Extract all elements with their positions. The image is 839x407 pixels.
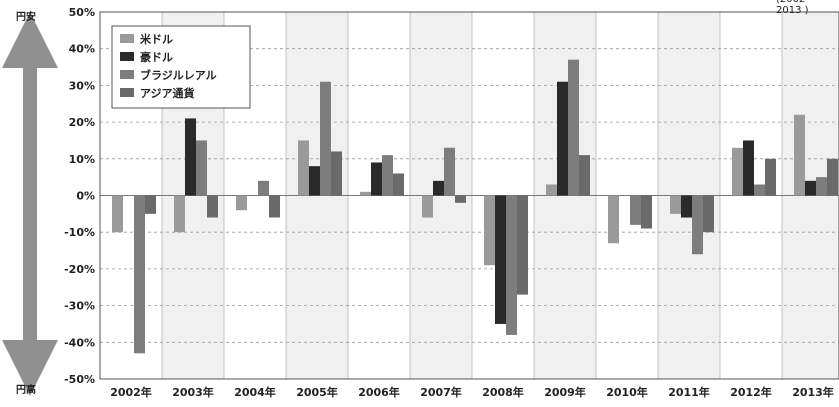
y-tick-label: 40% (69, 43, 95, 56)
bar-3 (816, 177, 827, 196)
bar-2 (185, 118, 196, 196)
x-tick-label: 2003年 (172, 385, 214, 399)
top-right-note: (2002 ~ 2013 ) (776, 0, 817, 16)
bar-3 (506, 195, 517, 335)
bar-3 (754, 184, 765, 196)
x-tick-label: 2010年 (606, 385, 648, 399)
bar-3 (258, 180, 269, 196)
x-tick-label: 2002年 (110, 385, 152, 399)
legend-swatch (120, 88, 134, 97)
x-tick-label: 2009年 (544, 385, 586, 399)
bar-2 (743, 140, 754, 196)
bar-2 (681, 195, 692, 218)
yen-strong-label: 円高 (16, 385, 36, 396)
bar-3 (382, 155, 393, 196)
y-tick-label: -40% (64, 336, 95, 349)
legend-swatch (120, 34, 134, 43)
legend-label: ブラジルレアル (140, 68, 217, 82)
bar-3 (444, 147, 455, 196)
bar-3 (320, 81, 331, 196)
legend-box (111, 25, 251, 109)
x-tick-label: 2007年 (420, 385, 462, 399)
x-tick-label: 2006年 (358, 385, 400, 399)
bar-1 (484, 195, 495, 266)
y-tick-label: 0% (76, 190, 95, 203)
bar-3 (196, 140, 207, 196)
yen-weak-label: 円安 (16, 12, 36, 23)
bar-4 (207, 195, 218, 218)
bar-4 (703, 195, 714, 233)
legend-label: 米ドル (139, 32, 173, 46)
plot-frame (99, 11, 839, 380)
bar-4 (641, 195, 652, 229)
bar-2 (371, 162, 382, 196)
x-tick-label: 2004年 (234, 385, 276, 399)
y-tick-label: 10% (69, 153, 95, 166)
bar-3 (134, 195, 145, 354)
x-tick-label: 2008年 (482, 385, 524, 399)
legend-swatch (120, 52, 134, 61)
y-tick-label: 50% (69, 6, 95, 19)
bar-1 (546, 184, 557, 196)
bar-4 (331, 151, 342, 196)
y-tick-label: 30% (69, 79, 95, 92)
legend-swatch (120, 70, 134, 79)
bar-2 (495, 195, 506, 324)
bar-2 (433, 180, 444, 196)
bar-4 (579, 155, 590, 196)
y-tick-label: -10% (64, 226, 95, 239)
bar-2 (557, 81, 568, 196)
bar-4 (765, 158, 776, 196)
bar-3 (692, 195, 703, 255)
bar-3 (568, 59, 579, 196)
bar-4 (393, 173, 404, 196)
bar-4 (269, 195, 280, 218)
bar-1 (670, 195, 681, 214)
bar-3 (630, 195, 641, 225)
bar-1 (360, 191, 371, 196)
x-tick-label: 2005年 (296, 385, 338, 399)
bar-4 (145, 195, 156, 214)
bar-1 (422, 195, 433, 218)
bar-1 (174, 195, 185, 233)
bar-4 (517, 195, 528, 295)
bar-1 (236, 195, 247, 211)
bar-1 (298, 140, 309, 196)
bar-1 (112, 195, 123, 233)
bar-1 (608, 195, 619, 244)
y-tick-label: -50% (64, 373, 95, 386)
bar-1 (794, 114, 805, 196)
bar-2 (805, 180, 816, 196)
y-tick-label: -30% (64, 300, 95, 313)
x-tick-label: 2011年 (668, 385, 710, 399)
bar-2 (309, 166, 320, 196)
x-tick-label: 2013年 (792, 385, 834, 399)
bar-1 (732, 147, 743, 196)
bar-4 (827, 158, 838, 196)
legend-label: 豪ドル (140, 50, 173, 64)
y-tick-label: 20% (69, 116, 95, 129)
x-tick-label: 2012年 (730, 385, 772, 399)
legend-label: アジア通貨 (140, 86, 195, 100)
y-tick-label: -20% (64, 263, 95, 276)
bar-4 (455, 195, 466, 203)
